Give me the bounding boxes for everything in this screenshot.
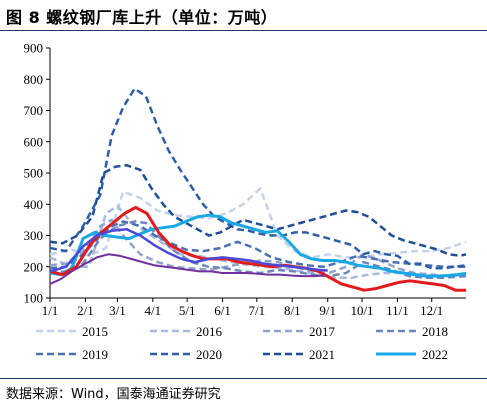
y-tick-label: 600	[24, 134, 44, 149]
y-tick-label: 800	[24, 72, 44, 87]
y-tick-label: 400	[24, 197, 44, 212]
series-line-2020	[49, 87, 467, 270]
y-tick-label: 200	[24, 259, 44, 274]
x-tick-label: 10/1	[350, 303, 373, 318]
x-tick-label: 8/1	[284, 303, 301, 318]
x-tick-label: 7/1	[249, 303, 266, 318]
legend-label-2021: 2021	[309, 347, 335, 362]
y-tick-label: 500	[24, 166, 44, 181]
legend-label-2017: 2017	[309, 324, 336, 339]
x-tick-label: 12/1	[420, 303, 443, 318]
series-line-2015	[49, 187, 467, 259]
chart-legend: 2015 2016 2017 2018 2019 2020 2021 2022	[36, 324, 448, 362]
legend-label-2019: 2019	[82, 347, 108, 362]
x-tick-label: 2/1	[77, 303, 94, 318]
y-tick-label: 300	[24, 228, 44, 243]
x-tick-label: 3/1	[109, 303, 126, 318]
source-note: 数据来源：Wind，国泰海通证券研究	[6, 387, 221, 402]
series-line-unlabeled-10	[49, 228, 328, 273]
legend-label-2018: 2018	[422, 324, 448, 339]
y-tick-label: 700	[24, 103, 44, 118]
legend-label-2016: 2016	[196, 324, 223, 339]
legend-label-2015: 2015	[82, 324, 108, 339]
x-tick-label: 11/1	[386, 303, 409, 318]
y-tick-label: 100	[24, 291, 44, 306]
x-tick-label: 1/1	[42, 303, 59, 318]
legend-label-2022: 2022	[422, 347, 448, 362]
series-line-unlabeled-8	[49, 205, 466, 292]
source-rule	[0, 378, 487, 379]
x-tick-label: 4/1	[145, 303, 162, 318]
series-line-2022	[49, 213, 467, 278]
title-rule	[0, 30, 487, 31]
series-line-2021	[49, 163, 467, 258]
x-tick-label: 5/1	[179, 303, 196, 318]
figure-title: 图 8 螺纹钢厂库上升（单位：万吨）	[6, 8, 278, 27]
legend-label-2020: 2020	[196, 347, 222, 362]
chart-series	[49, 87, 467, 292]
series-line-2019	[49, 220, 466, 270]
x-tick-label: 6/1	[214, 303, 231, 318]
x-tick-label: 9/1	[319, 303, 336, 318]
series-line-unlabeled-9	[49, 253, 326, 285]
series-line-2016	[49, 204, 467, 279]
y-tick-label: 900	[24, 41, 44, 56]
chart-axes: 100 200 300 400 500 600 700 800 900 1/1 2/1 3/1 4/1 5…	[24, 41, 466, 318]
